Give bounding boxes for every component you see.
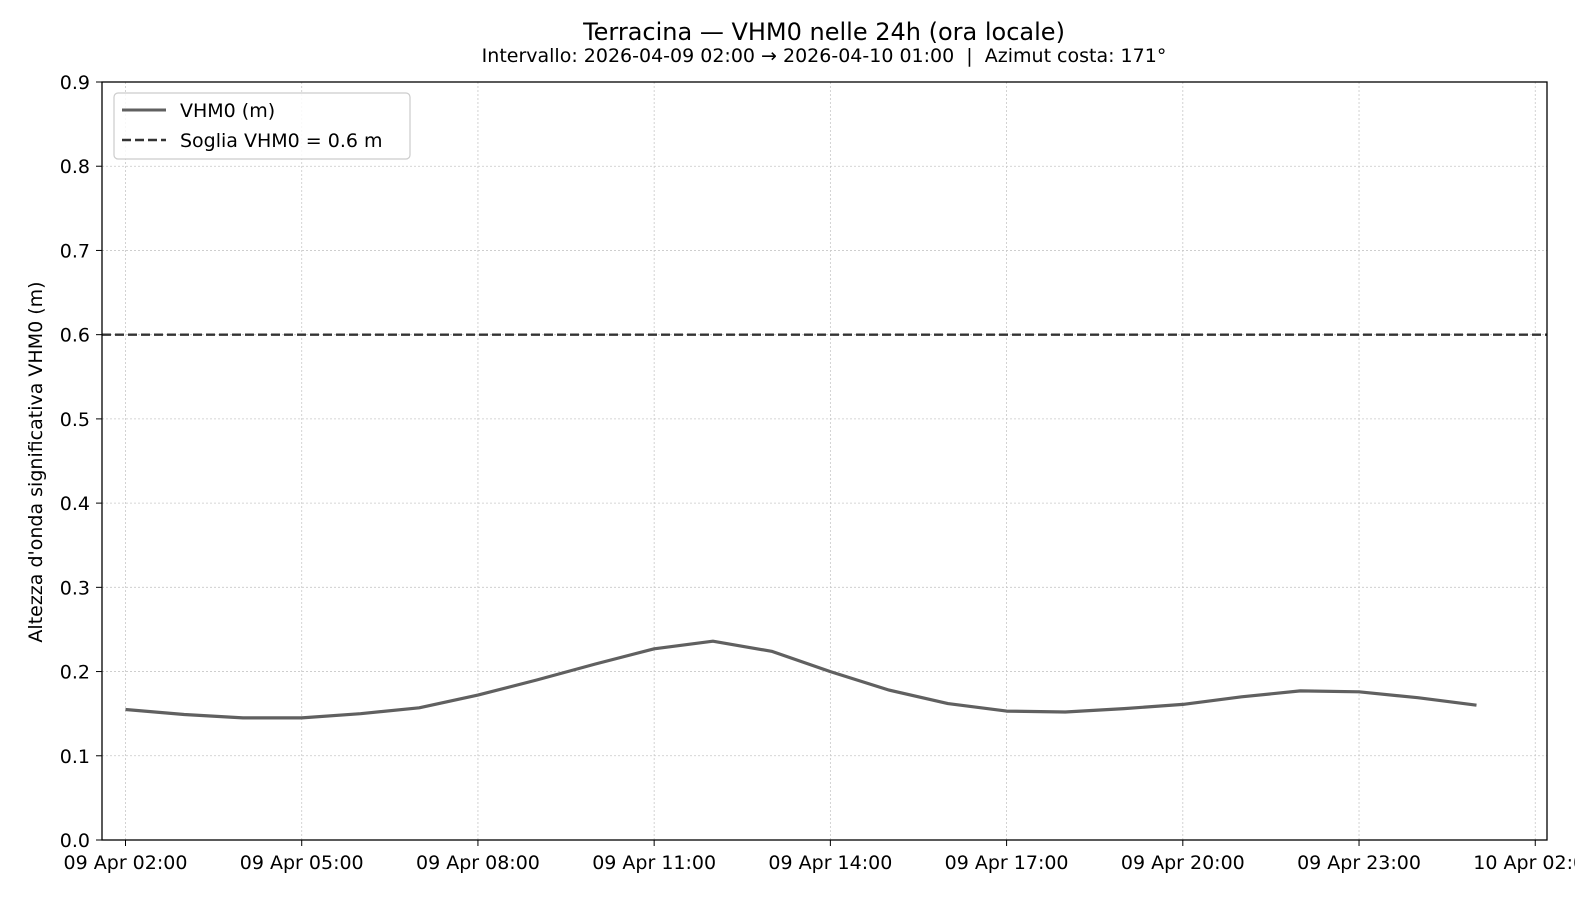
legend-label-vhm0: VHM0 (m) (180, 100, 275, 122)
x-tick-label: 09 Apr 11:00 (592, 852, 716, 874)
y-tick-label: 0.5 (60, 409, 90, 431)
y-tick-label: 0.3 (60, 577, 90, 599)
legend-label-threshold: Soglia VHM0 = 0.6 m (180, 130, 383, 152)
plot-frame (101, 81, 1548, 841)
y-axis: 0.0 0.1 0.2 0.3 0.4 0.5 0.6 0.7 0.8 0.9 (60, 72, 102, 852)
y-axis-label: Altezza d'onda significativa VHM0 (m) (25, 281, 47, 642)
x-tick-label: 09 Apr 17:00 (945, 852, 1069, 874)
y-tick-label: 0.0 (60, 830, 90, 852)
series-layer (102, 333, 1547, 720)
y-tick-label: 0.9 (60, 72, 90, 94)
y-tick-label: 0.2 (60, 662, 90, 684)
series-line-vhm0 (125, 639, 1477, 720)
x-tick-label: 09 Apr 02:00 (64, 852, 188, 874)
y-tick-label: 0.8 (60, 156, 90, 178)
y-tick-label: 0.6 (60, 325, 90, 347)
x-tick-label: 09 Apr 08:00 (416, 852, 540, 874)
x-tick-label: 09 Apr 14:00 (768, 852, 892, 874)
chart-subtitle: Intervallo: 2026-04-09 02:00 → 2026-04-1… (482, 45, 1167, 67)
y-tick-label: 0.1 (60, 746, 90, 768)
chart-title: Terracina — VHM0 nelle 24h (ora locale) (582, 18, 1065, 46)
y-tick-label: 0.7 (60, 240, 90, 262)
x-tick-label: 09 Apr 20:00 (1121, 852, 1245, 874)
x-tick-label: 09 Apr 23:00 (1297, 852, 1421, 874)
y-tick-label: 0.4 (60, 493, 90, 515)
x-tick-label: 09 Apr 05:00 (240, 852, 364, 874)
x-tick-label: 10 Apr 02:00 (1473, 852, 1575, 874)
legend: VHM0 (m) Soglia VHM0 = 0.6 m (113, 92, 411, 160)
grid-lines (102, 81, 1547, 841)
legend-box (113, 92, 411, 160)
x-axis: 09 Apr 02:00 09 Apr 05:00 09 Apr 08:00 09 A… (64, 840, 1575, 874)
